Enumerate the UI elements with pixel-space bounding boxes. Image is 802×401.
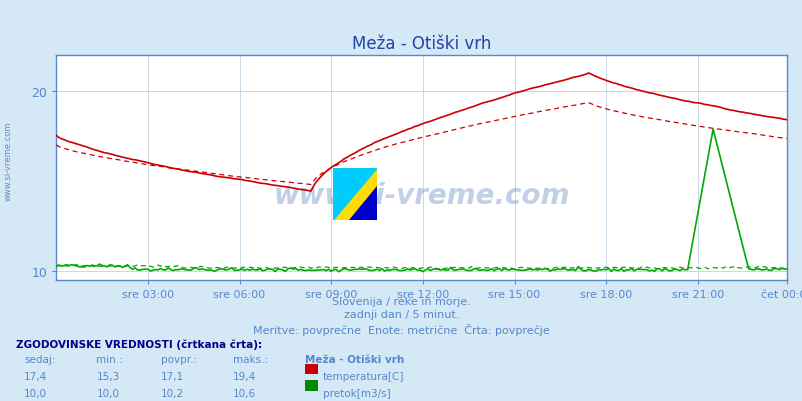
Text: www.si-vreme.com: www.si-vreme.com — [273, 181, 569, 209]
Text: 15,3: 15,3 — [96, 371, 119, 381]
Text: min.:: min.: — [96, 354, 123, 364]
Text: 10,6: 10,6 — [233, 388, 256, 397]
Text: 17,1: 17,1 — [160, 371, 184, 381]
Text: pretok[m3/s]: pretok[m3/s] — [322, 388, 390, 397]
Text: sedaj:: sedaj: — [24, 354, 55, 364]
Text: maks.:: maks.: — [233, 354, 268, 364]
Text: 17,4: 17,4 — [24, 371, 47, 381]
Text: zadnji dan / 5 minut.: zadnji dan / 5 minut. — [343, 310, 459, 320]
Text: www.si-vreme.com: www.si-vreme.com — [3, 121, 13, 200]
Polygon shape — [333, 168, 377, 221]
Polygon shape — [348, 186, 377, 221]
Text: 10,0: 10,0 — [96, 388, 119, 397]
Text: Slovenija / reke in morje.: Slovenija / reke in morje. — [332, 296, 470, 306]
Text: 10,0: 10,0 — [24, 388, 47, 397]
Text: Meža - Otiški vrh: Meža - Otiški vrh — [305, 354, 404, 364]
Polygon shape — [333, 168, 377, 221]
Text: Meritve: povprečne  Enote: metrične  Črta: povprečje: Meritve: povprečne Enote: metrične Črta:… — [253, 323, 549, 335]
Title: Meža - Otiški vrh: Meža - Otiški vrh — [351, 35, 491, 53]
Text: ZGODOVINSKE VREDNOSTI (črtkana črta):: ZGODOVINSKE VREDNOSTI (črtkana črta): — [16, 339, 262, 349]
Text: 19,4: 19,4 — [233, 371, 256, 381]
Text: 10,2: 10,2 — [160, 388, 184, 397]
Text: temperatura[C]: temperatura[C] — [322, 371, 403, 381]
Text: povpr.:: povpr.: — [160, 354, 196, 364]
